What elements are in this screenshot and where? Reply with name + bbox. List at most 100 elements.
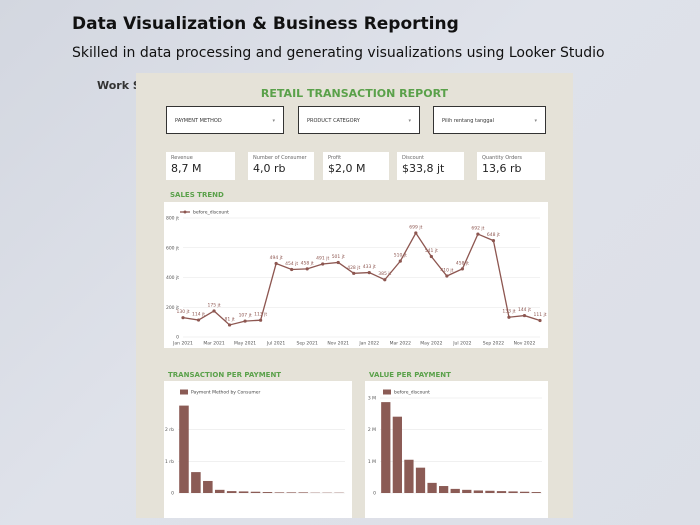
point xyxy=(212,309,216,313)
value-label: 458 jt xyxy=(456,260,469,266)
value-label: 458 jt xyxy=(301,260,314,266)
scorecard: Revenue 8,7 M xyxy=(166,152,235,180)
point xyxy=(383,278,387,282)
value-label: 454 jt xyxy=(285,261,298,267)
y-tick-label: 0 xyxy=(176,335,179,341)
scorecard-value: 8,7 M xyxy=(171,162,202,175)
point xyxy=(181,316,185,320)
point xyxy=(321,262,325,266)
x-tick-label: Nov 2022 xyxy=(514,341,536,347)
scorecard-label: Quantity Orders xyxy=(482,155,523,161)
point xyxy=(491,239,496,243)
bar xyxy=(473,490,483,493)
x-tick-label: May 2021 xyxy=(234,341,256,347)
slide-title: Data Visualization & Business Reporting xyxy=(72,14,459,34)
point xyxy=(460,267,464,271)
scorecard: Quantity Orders 13,6 rb xyxy=(477,152,545,180)
filter[interactable]: Pilih rentang tanggal xyxy=(433,106,546,135)
x-tick-label: Mar 2022 xyxy=(390,341,412,347)
bar xyxy=(427,482,437,493)
bar xyxy=(214,489,225,493)
value-label: 428 jt xyxy=(347,265,360,271)
value-label: 699 jt xyxy=(409,225,422,231)
value-label: 107 jt xyxy=(239,313,252,319)
x-tick-label: Jan 2022 xyxy=(358,341,379,347)
value-label: 648 jt xyxy=(487,232,500,238)
value-label: 81 jt xyxy=(224,316,234,322)
y-tick-label: 2 M xyxy=(368,427,376,433)
x-tick-label: Sep 2021 xyxy=(296,341,318,347)
bar xyxy=(274,492,285,493)
y-tick-label: 3 M xyxy=(368,396,376,402)
scorecard-label: Number of Consumer xyxy=(253,155,307,161)
filter[interactable]: PAYMENT METHOD xyxy=(166,106,284,135)
point xyxy=(290,267,294,272)
bar xyxy=(298,492,309,493)
legend-swatch xyxy=(183,210,187,214)
value-label: 385 jt xyxy=(378,271,391,277)
value-label: 144 jt xyxy=(518,307,531,313)
point xyxy=(227,323,232,327)
x-tick-label: Jul 2022 xyxy=(452,341,471,347)
value-label: 692 jt xyxy=(471,226,484,232)
x-tick-label: Nov 2021 xyxy=(327,341,349,347)
point xyxy=(538,318,542,323)
value-label: 501 jt xyxy=(332,254,345,260)
legend-swatch xyxy=(383,389,391,395)
bar xyxy=(262,492,273,493)
point xyxy=(429,254,433,259)
x-tick-label: May 2022 xyxy=(420,341,442,347)
legend-label: Payment Method by Consumer xyxy=(191,390,260,396)
scorecard-label: Revenue xyxy=(171,155,193,161)
point xyxy=(196,318,201,322)
y-tick-label: 200 jt xyxy=(166,305,179,311)
scorecard-value: 4,0 rb xyxy=(253,162,286,175)
value-label: 114 jt xyxy=(192,312,205,318)
point xyxy=(507,315,511,319)
value-label: 494 jt xyxy=(270,255,283,261)
chart-title: VALUE PER PAYMENT xyxy=(369,371,451,379)
point xyxy=(367,270,371,275)
scorecard: Discount $33,8 jt xyxy=(397,152,464,180)
filter[interactable]: PRODUCT CATEGORY xyxy=(298,106,420,135)
value-label: 113 jt xyxy=(254,312,267,318)
scorecard-label: Discount xyxy=(402,155,424,161)
bar xyxy=(179,405,189,493)
slide-subtitle: Skilled in data processing and generatin… xyxy=(72,45,605,61)
value-label: 510 jt xyxy=(394,253,407,259)
bar xyxy=(508,491,518,493)
bar xyxy=(415,467,426,493)
bar xyxy=(531,492,541,493)
point xyxy=(305,267,309,271)
y-tick-label: 0 xyxy=(171,491,174,497)
report-title: RETAIL TRANSACTION REPORT xyxy=(260,87,449,100)
scorecard-value: $33,8 jt xyxy=(402,162,445,175)
x-tick-label: Jul 2021 xyxy=(266,341,285,347)
bar xyxy=(286,492,297,493)
chart-box xyxy=(164,381,352,518)
point xyxy=(352,271,356,275)
bar xyxy=(203,480,213,493)
bar xyxy=(520,491,530,493)
bar xyxy=(496,491,507,493)
bar xyxy=(392,416,402,493)
legend-swatch xyxy=(180,389,188,395)
x-tick-label: Mar 2021 xyxy=(203,341,225,347)
bar xyxy=(450,488,460,493)
scorecard: Number of Consumer 4,0 rb xyxy=(248,152,314,180)
bar xyxy=(485,490,495,493)
line xyxy=(182,231,541,326)
point xyxy=(522,313,527,318)
bar xyxy=(439,486,449,493)
value-label: 410 jt xyxy=(440,268,453,274)
value-label: 130 jt xyxy=(176,309,189,315)
point xyxy=(414,231,418,235)
value-label: 175 jt xyxy=(208,302,221,308)
value-label: 491 jt xyxy=(316,255,329,261)
x-tick-label: Sep 2022 xyxy=(483,341,505,347)
scorecard-value: 13,6 rb xyxy=(482,162,522,175)
bar xyxy=(238,491,249,493)
point xyxy=(445,274,449,278)
